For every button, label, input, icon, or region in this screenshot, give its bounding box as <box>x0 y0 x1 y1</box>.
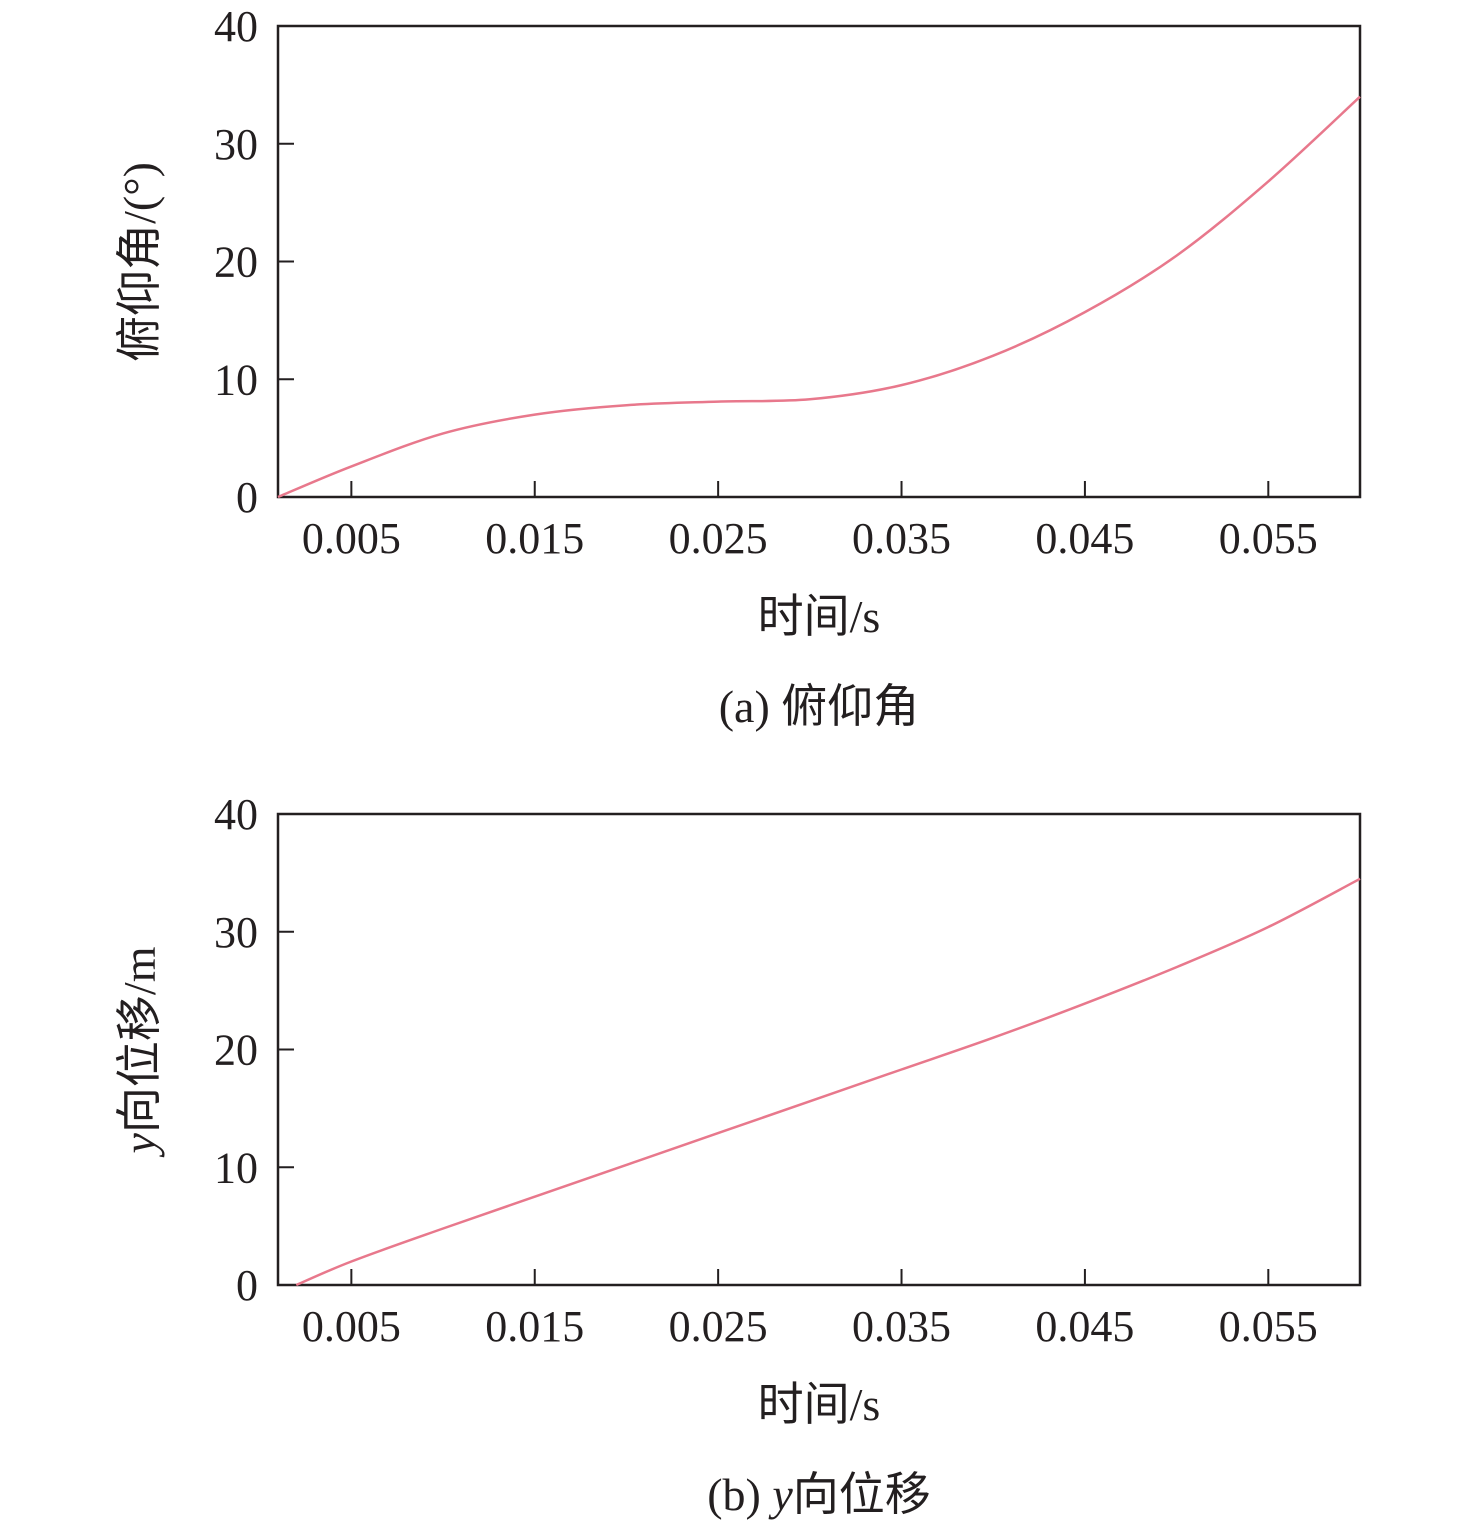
panel-a-x-tick-label: 0.005 <box>302 514 401 563</box>
panel-b-y-axis-title: y向位移/m <box>114 946 165 1157</box>
panel-b-series-line <box>295 877 1361 1287</box>
panel-a-y-tick-label: 10 <box>214 355 258 404</box>
panel-b-x-tick-label: 0.015 <box>485 1302 584 1351</box>
panel-a: 0 10 20 30 40 0.005 0.015 0.025 0.035 0.045 0.055… <box>114 2 1362 732</box>
panel-a-x-tick-label: 0.015 <box>485 514 584 563</box>
panel-a-x-tick-label: 0.045 <box>1035 514 1134 563</box>
panel-b-x-tick-label: 0.055 <box>1219 1302 1318 1351</box>
panel-b-x-tick-label: 0.005 <box>302 1302 401 1351</box>
panel-a-caption: (a) 俯仰角 <box>719 681 920 732</box>
panel-b-x-axis-title: 时间/s <box>758 1379 881 1430</box>
panel-b-x-ticks: 0.005 0.015 0.025 0.035 0.045 0.055 <box>302 1269 1318 1351</box>
panel-a-series-line <box>277 95 1361 499</box>
panel-a-x-ticks: 0.005 0.015 0.025 0.035 0.045 0.055 <box>302 481 1318 563</box>
panel-a-y-tick-label: 40 <box>214 2 258 51</box>
panel-a-x-tick-label: 0.055 <box>1219 514 1318 563</box>
panel-a-plot-frame <box>276 24 1362 499</box>
panel-b-y-tick-label: 0 <box>236 1261 258 1310</box>
panel-b-y-ticks: 0 10 20 30 40 <box>214 790 294 1310</box>
panel-a-x-axis-title: 时间/s <box>758 591 881 642</box>
panel-b: 0 10 20 30 40 0.005 0.015 0.025 0.035 0.045 0.055… <box>114 790 1362 1520</box>
panel-b-y-tick-label: 30 <box>214 908 258 957</box>
panel-b-plot-frame <box>276 812 1362 1287</box>
panel-a-y-tick-label: 20 <box>214 238 258 287</box>
panel-b-x-tick-label: 0.025 <box>669 1302 768 1351</box>
panel-a-x-tick-label: 0.025 <box>669 514 768 563</box>
panel-b-x-tick-label: 0.035 <box>852 1302 951 1351</box>
panel-b-x-tick-label: 0.045 <box>1035 1302 1134 1351</box>
panel-a-y-axis-title: 俯仰角/(°) <box>114 162 165 362</box>
panel-b-y-tick-label: 20 <box>214 1026 258 1075</box>
panel-b-caption: (b) y向位移 <box>707 1469 931 1520</box>
panel-a-y-ticks: 0 10 20 30 40 <box>214 2 294 522</box>
panel-a-y-tick-label: 0 <box>236 473 258 522</box>
panel-b-y-tick-label: 10 <box>214 1143 258 1192</box>
panel-a-y-tick-label: 30 <box>214 120 258 169</box>
panel-b-y-tick-label: 40 <box>214 790 258 839</box>
panel-a-x-tick-label: 0.035 <box>852 514 951 563</box>
